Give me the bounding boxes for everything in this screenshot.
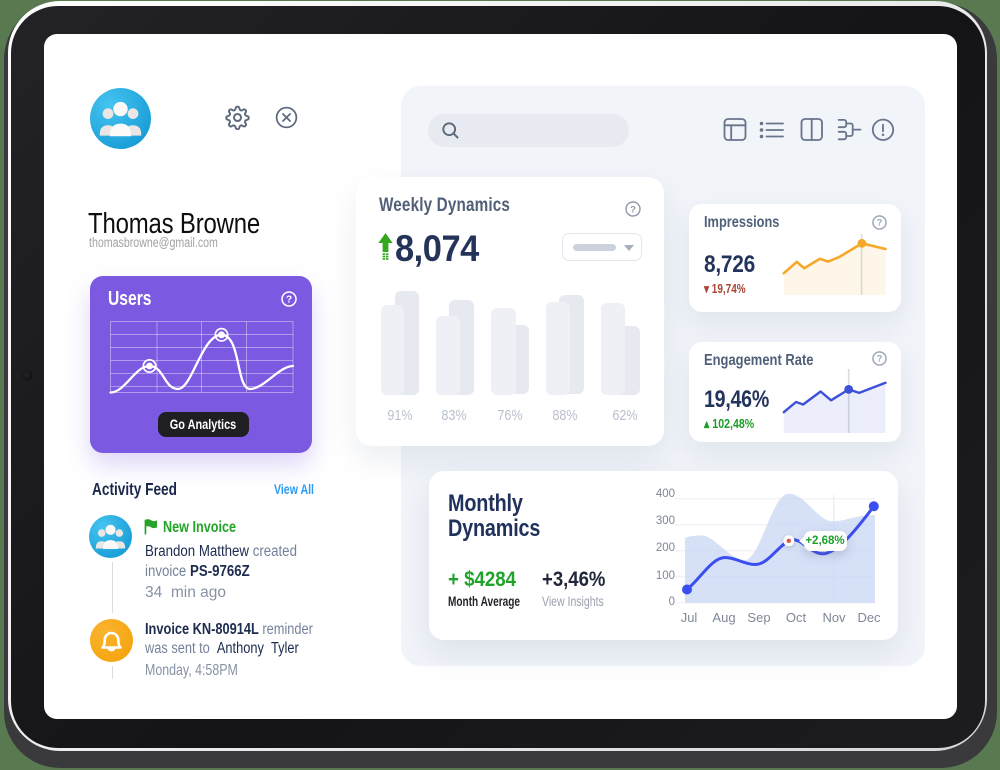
svg-text:?: ? (630, 204, 636, 215)
svg-text:?: ? (877, 353, 882, 363)
svg-text:?: ? (286, 295, 292, 306)
svg-text:?: ? (877, 218, 882, 228)
